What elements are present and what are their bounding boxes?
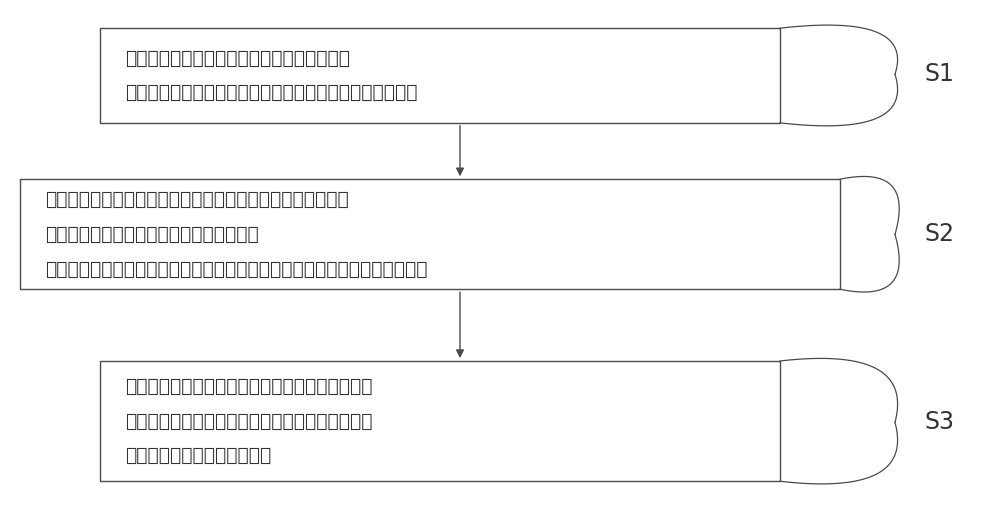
Bar — [100, 28, 780, 123]
Text: 至所述裂解炉内进行加温提取: 至所述裂解炉内进行加温提取 — [125, 446, 271, 465]
Text: S3: S3 — [925, 411, 955, 434]
Text: 所述成品存储罐内产生的精馏残液通过所述真空吸附泵抽至所述残液釜内存储: 所述成品存储罐内产生的精馏残液通过所述真空吸附泵抽至所述残液釜内存储 — [45, 260, 428, 279]
Bar — [20, 179, 840, 289]
Bar — [100, 361, 780, 481]
Text: 所述间歇蒸馏塔处理得到甲基丙烯酸甲酯精单体和精馏残液: 所述间歇蒸馏塔处理得到甲基丙烯酸甲酯精单体和精馏残液 — [125, 83, 418, 102]
Text: S1: S1 — [925, 62, 955, 86]
Text: S2: S2 — [925, 223, 955, 246]
Text: 所述间歇蒸馏塔内将蒸馏反应后的甲基丙烯酸甲酯生产的成品: 所述间歇蒸馏塔内将蒸馏反应后的甲基丙烯酸甲酯生产的成品 — [45, 190, 349, 209]
Text: 精馏罐中存放；且所述精馏残液可经所述残液泵抽: 精馏罐中存放；且所述精馏残液可经所述残液泵抽 — [125, 412, 372, 431]
Text: 所述精馏残液经过所述冷却装置冷却过后抽至所述: 所述精馏残液经过所述冷却装置冷却过后抽至所述 — [125, 377, 372, 396]
Text: 将进过裂解形成的甲基丙烯酸甲酯粗单体经过: 将进过裂解形成的甲基丙烯酸甲酯粗单体经过 — [125, 49, 350, 68]
Text: 通过所述第一泵体抽取至所述成品存储罐；: 通过所述第一泵体抽取至所述成品存储罐； — [45, 225, 259, 244]
